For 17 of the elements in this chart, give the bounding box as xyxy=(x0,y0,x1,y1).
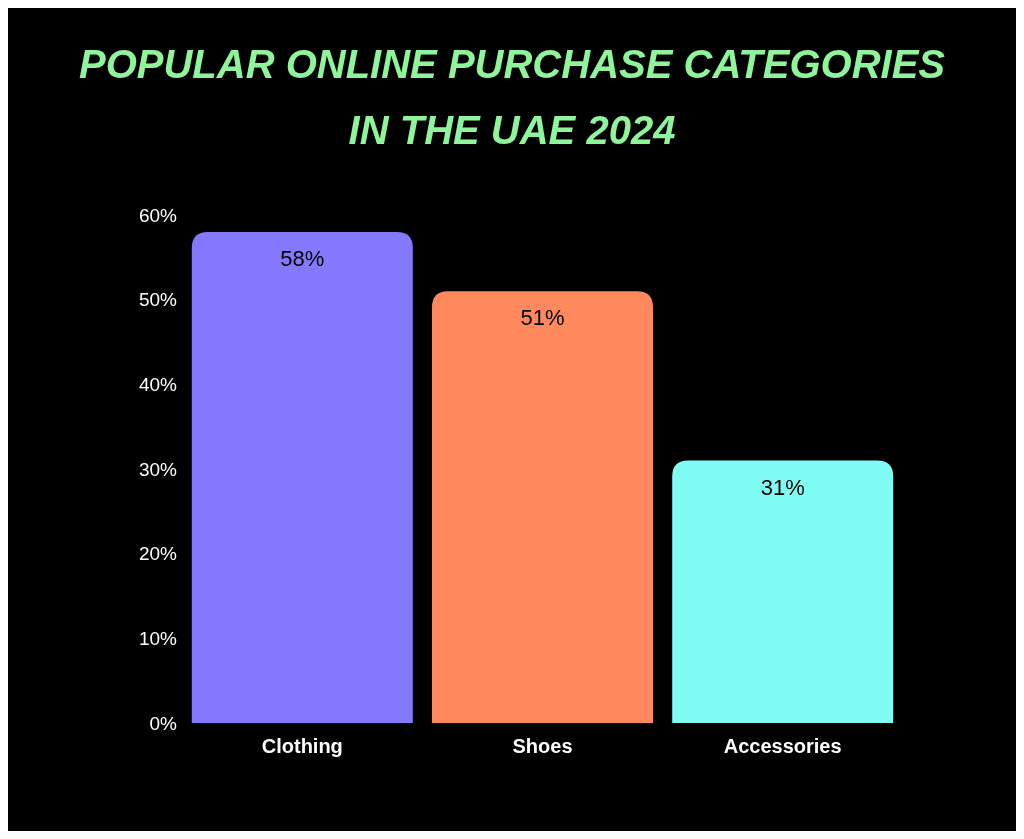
chart-title: POPULAR ONLINE PURCHASE CATEGORIES IN THE UAE 2024 xyxy=(79,42,946,152)
x-tick-label: Accessories xyxy=(723,735,842,757)
bar xyxy=(191,231,413,723)
bar xyxy=(432,291,653,723)
y-tick-label: 10% xyxy=(138,627,178,649)
y-tick-label: 40% xyxy=(138,373,178,395)
x-tick-label: Shoes xyxy=(512,735,573,757)
y-tick-label: 60% xyxy=(138,204,178,226)
y-tick-label: 30% xyxy=(138,458,178,480)
data-label: 31% xyxy=(760,474,805,500)
data-label: 58% xyxy=(280,245,325,271)
y-tick-label: 0% xyxy=(149,712,178,734)
y-tick-label: 20% xyxy=(138,543,178,565)
x-tick-label: Clothing xyxy=(261,735,343,757)
bar xyxy=(672,460,894,723)
data-label: 51% xyxy=(520,305,565,331)
y-tick-label: 50% xyxy=(138,289,178,311)
